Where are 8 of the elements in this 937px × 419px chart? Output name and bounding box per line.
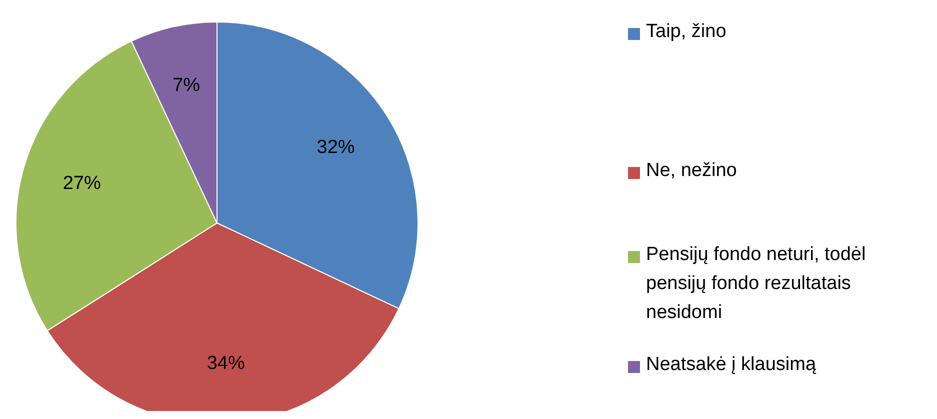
legend-label: Pensijų fondo neturi, todėl pensijų fondo rezultatais nesidomi: [646, 243, 867, 325]
data-label: 34%: [206, 352, 245, 374]
legend-label: Taip, žino: [646, 20, 728, 44]
legend-label: Neatsakė į klausimą: [646, 353, 818, 377]
data-label: 7%: [172, 75, 200, 96]
data-label: 27%: [62, 173, 102, 194]
data-label: 32%: [316, 137, 355, 158]
legend-label: Ne, nežino: [646, 159, 738, 183]
